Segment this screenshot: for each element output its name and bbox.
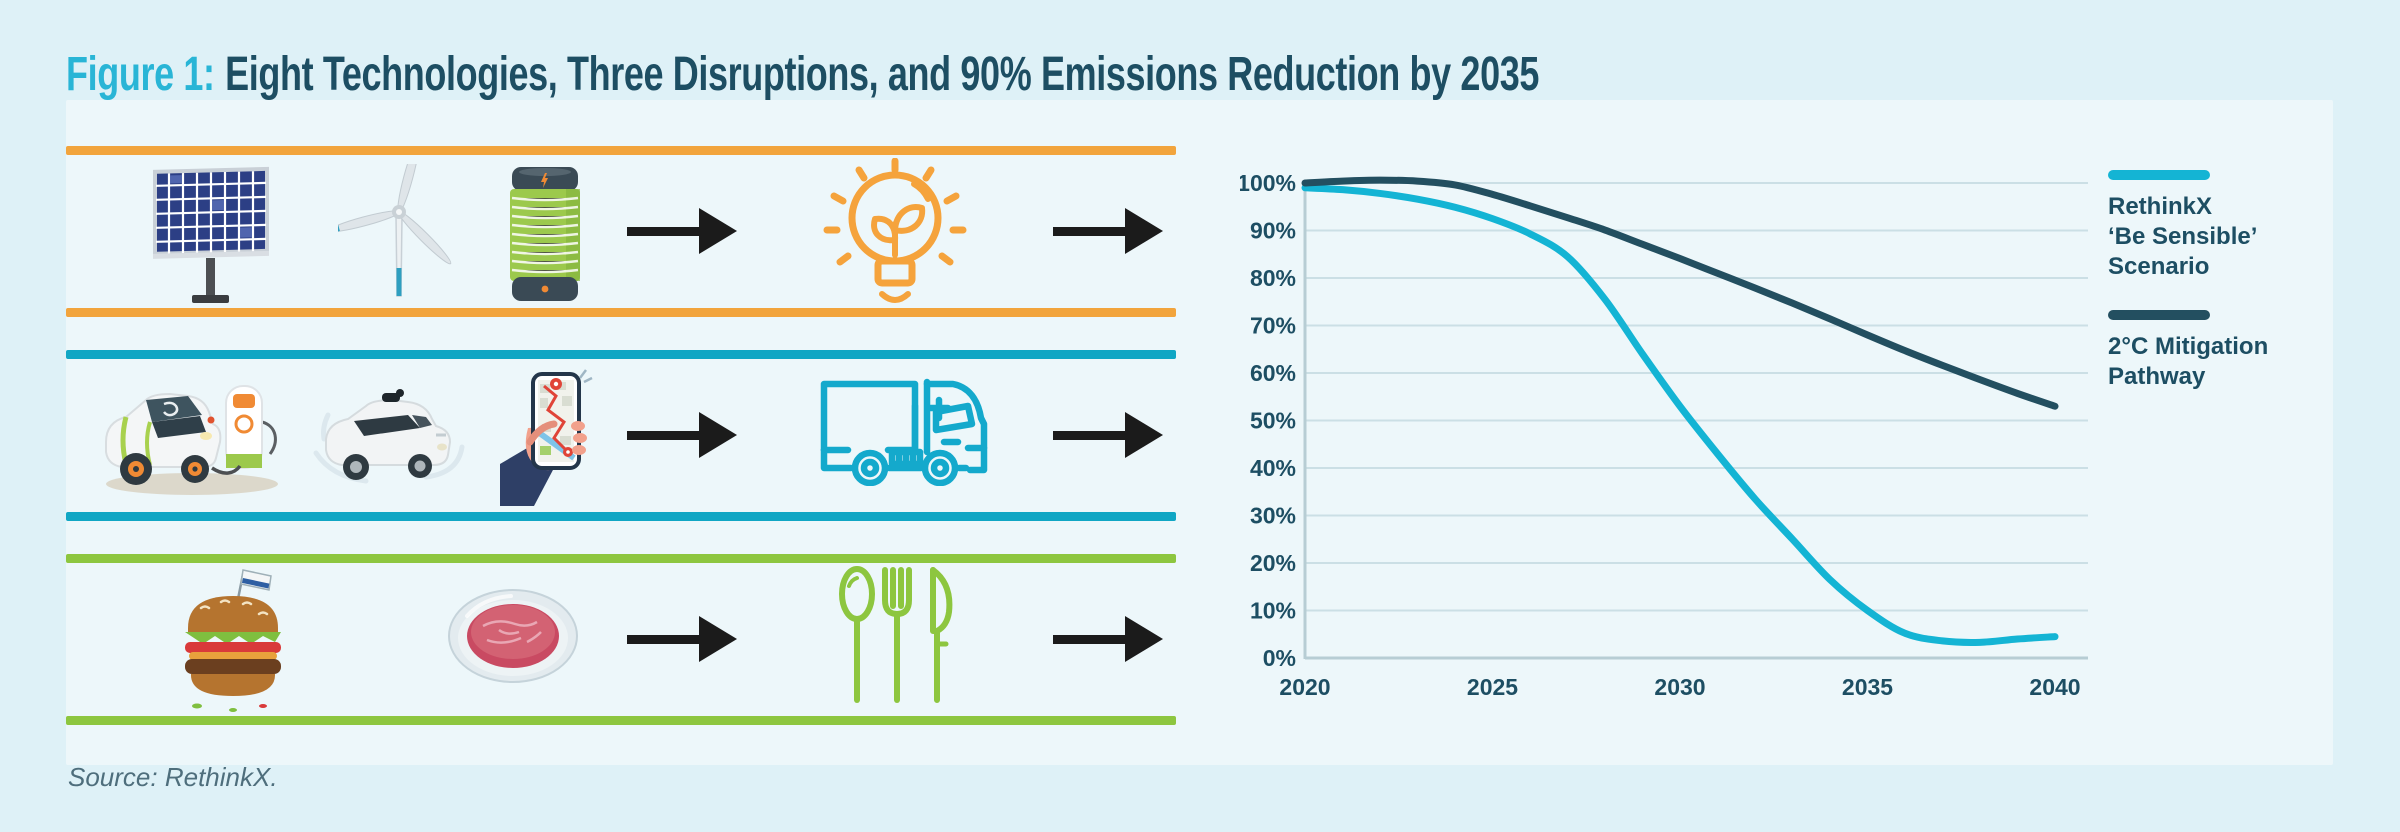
arrow-icon: [627, 616, 737, 662]
ride-hailing-phone-icon: [500, 366, 595, 506]
legend-label-be-sensible: RethinkX ‘Be Sensible’ Scenario: [2108, 193, 2258, 280]
y-tick-label: 10%: [1250, 598, 1296, 624]
lightbulb-sprout-icon: [822, 158, 968, 310]
arrow-icon: [627, 208, 737, 254]
y-tick-label: 0%: [1263, 645, 1296, 671]
arrow-icon: [1053, 208, 1163, 254]
legend-item-mitigation: 2°C Mitigation Pathway: [2108, 310, 2338, 392]
y-tick-label: 40%: [1250, 455, 1296, 481]
transport-row-top-bar: [66, 350, 1176, 359]
energy-row-bottom-bar: [66, 308, 1176, 317]
x-tick-label: 2040: [2029, 674, 2080, 700]
y-tick-label: 30%: [1250, 503, 1296, 529]
emissions-line-chart: 0% 10% 20% 30% 40% 50% 60% 70% 80% 90% 100% 2020 202…: [1240, 160, 2100, 720]
figure-title-text: Eight Technologies, Three Disruptions, a…: [225, 48, 1540, 101]
ev-charging-icon: [92, 370, 292, 500]
series-line-1: [1301, 176, 2059, 410]
legend-swatch-be-sensible: [2108, 170, 2210, 180]
chart-legend: RethinkX ‘Be Sensible’ Scenario 2°C Miti…: [2108, 170, 2338, 392]
x-tick-label: 2025: [1467, 674, 1518, 700]
autonomous-car-icon: [308, 375, 468, 490]
y-tick-label: 60%: [1250, 360, 1296, 386]
battery-icon: [503, 164, 587, 304]
cutlery-icon: [836, 564, 958, 706]
arrow-icon: [627, 412, 737, 458]
energy-row-top-bar: [66, 146, 1176, 155]
y-tick-label: 20%: [1250, 550, 1296, 576]
food-row-bottom-bar: [66, 716, 1176, 725]
truck-icon: [818, 376, 996, 486]
arrow-icon: [1053, 412, 1163, 458]
food-row-top-bar: [66, 554, 1176, 563]
y-tick-label: 80%: [1250, 265, 1296, 291]
y-tick-label: 100%: [1240, 170, 1296, 196]
source-note: Source: RethinkX.: [68, 762, 278, 792]
x-tick-label: 2020: [1279, 674, 1330, 700]
y-tick-label: 50%: [1250, 408, 1296, 434]
x-tick-label: 2035: [1842, 674, 1893, 700]
series-line-0: [1301, 184, 2059, 646]
wind-turbine-icon: [338, 164, 460, 306]
x-tick-label: 2030: [1654, 674, 1705, 700]
solar-panel-icon: [148, 166, 274, 306]
legend-label-mitigation: 2°C Mitigation Pathway: [2108, 333, 2269, 390]
figure-title: Figure 1: Eight Technologies, Three Disru…: [66, 48, 1540, 101]
burger-icon: [163, 566, 303, 714]
figure-title-prefix: Figure 1:: [66, 48, 215, 101]
transport-row-bottom-bar: [66, 512, 1176, 521]
arrow-icon: [1053, 616, 1163, 662]
y-tick-label: 70%: [1250, 313, 1296, 339]
cultured-meat-icon: [443, 582, 583, 690]
legend-swatch-mitigation: [2108, 310, 2210, 320]
y-tick-label: 90%: [1250, 218, 1296, 244]
legend-item-be-sensible: RethinkX ‘Be Sensible’ Scenario: [2108, 170, 2338, 282]
